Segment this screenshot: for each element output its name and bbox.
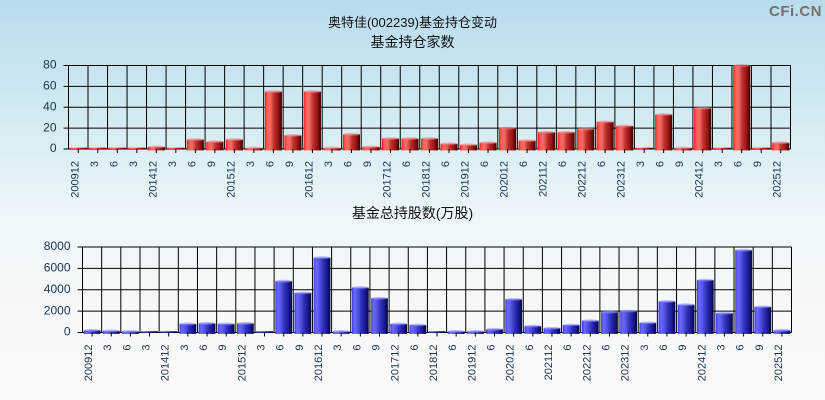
- svg-text:3: 3: [102, 345, 114, 351]
- svg-text:202512: 202512: [772, 161, 784, 198]
- svg-text:6: 6: [557, 161, 569, 167]
- svg-text:80: 80: [43, 58, 57, 72]
- svg-text:60: 60: [43, 79, 57, 93]
- svg-text:3: 3: [141, 345, 153, 351]
- svg-text:202012: 202012: [499, 161, 511, 198]
- svg-text:9: 9: [371, 345, 383, 351]
- svg-text:6: 6: [562, 345, 574, 351]
- svg-text:9: 9: [294, 345, 306, 351]
- svg-text:201712: 201712: [390, 345, 402, 382]
- svg-text:6000: 6000: [44, 261, 71, 275]
- svg-text:4000: 4000: [44, 282, 71, 296]
- svg-text:6: 6: [447, 345, 459, 351]
- svg-text:3: 3: [715, 345, 727, 351]
- svg-text:6: 6: [518, 161, 530, 167]
- svg-text:201412: 201412: [147, 161, 159, 198]
- svg-text:6: 6: [733, 161, 745, 167]
- svg-text:3: 3: [89, 161, 101, 167]
- svg-text:6: 6: [401, 161, 413, 167]
- svg-text:202012: 202012: [505, 345, 517, 382]
- svg-text:6: 6: [409, 345, 421, 351]
- svg-text:201412: 201412: [160, 345, 172, 382]
- svg-text:6: 6: [351, 345, 363, 351]
- svg-text:202112: 202112: [543, 345, 555, 381]
- svg-text:201712: 201712: [381, 161, 393, 198]
- svg-text:9: 9: [752, 161, 764, 167]
- svg-text:6: 6: [342, 161, 354, 167]
- svg-text:3: 3: [332, 345, 344, 351]
- svg-text:6: 6: [658, 345, 670, 351]
- svg-text:202512: 202512: [773, 345, 785, 382]
- svg-text:8000: 8000: [44, 239, 71, 253]
- svg-text:6: 6: [600, 345, 612, 351]
- svg-text:201812: 201812: [428, 345, 440, 382]
- svg-text:6: 6: [275, 345, 287, 351]
- svg-text:9: 9: [206, 161, 218, 167]
- svg-text:40: 40: [43, 99, 57, 113]
- svg-text:202112: 202112: [538, 161, 550, 197]
- svg-text:0: 0: [64, 325, 71, 339]
- svg-text:6: 6: [440, 161, 452, 167]
- svg-text:20: 20: [43, 120, 57, 134]
- svg-text:9: 9: [674, 161, 686, 167]
- svg-text:6: 6: [655, 161, 667, 167]
- svg-text:202412: 202412: [696, 345, 708, 382]
- svg-text:3: 3: [635, 161, 647, 167]
- svg-text:200912: 200912: [83, 345, 95, 382]
- svg-text:201512: 201512: [225, 161, 237, 198]
- svg-text:0: 0: [50, 141, 57, 155]
- svg-text:9: 9: [284, 161, 296, 167]
- svg-text:6: 6: [479, 161, 491, 167]
- svg-text:3: 3: [713, 161, 725, 167]
- svg-text:9: 9: [677, 345, 689, 351]
- svg-text:3: 3: [245, 161, 257, 167]
- svg-text:6: 6: [485, 345, 497, 351]
- svg-text:6: 6: [264, 161, 276, 167]
- svg-text:6: 6: [735, 345, 747, 351]
- svg-text:201912: 201912: [466, 345, 478, 382]
- svg-text:201612: 201612: [303, 161, 315, 198]
- svg-text:6: 6: [108, 161, 120, 167]
- svg-text:6: 6: [596, 161, 608, 167]
- svg-text:3: 3: [128, 161, 140, 167]
- svg-text:9: 9: [362, 161, 374, 167]
- svg-text:3: 3: [323, 161, 335, 167]
- svg-text:3: 3: [256, 345, 268, 351]
- svg-text:6: 6: [524, 345, 536, 351]
- svg-text:200912: 200912: [69, 161, 81, 198]
- svg-text:3: 3: [179, 345, 191, 351]
- svg-text:201612: 201612: [313, 345, 325, 382]
- svg-text:6: 6: [121, 345, 133, 351]
- svg-text:202212: 202212: [577, 161, 589, 198]
- svg-text:202312: 202312: [620, 345, 632, 382]
- svg-text:6: 6: [186, 161, 198, 167]
- svg-text:201512: 201512: [236, 345, 248, 382]
- svg-text:9: 9: [217, 345, 229, 351]
- svg-text:202312: 202312: [616, 161, 628, 198]
- svg-text:6: 6: [198, 345, 210, 351]
- svg-text:3: 3: [639, 345, 651, 351]
- svg-text:202212: 202212: [581, 345, 593, 382]
- svg-text:201812: 201812: [421, 161, 433, 198]
- svg-text:9: 9: [754, 345, 766, 351]
- svg-text:2000: 2000: [44, 303, 71, 317]
- svg-text:201912: 201912: [460, 161, 472, 198]
- svg-text:3: 3: [167, 161, 179, 167]
- svg-text:202412: 202412: [694, 161, 706, 198]
